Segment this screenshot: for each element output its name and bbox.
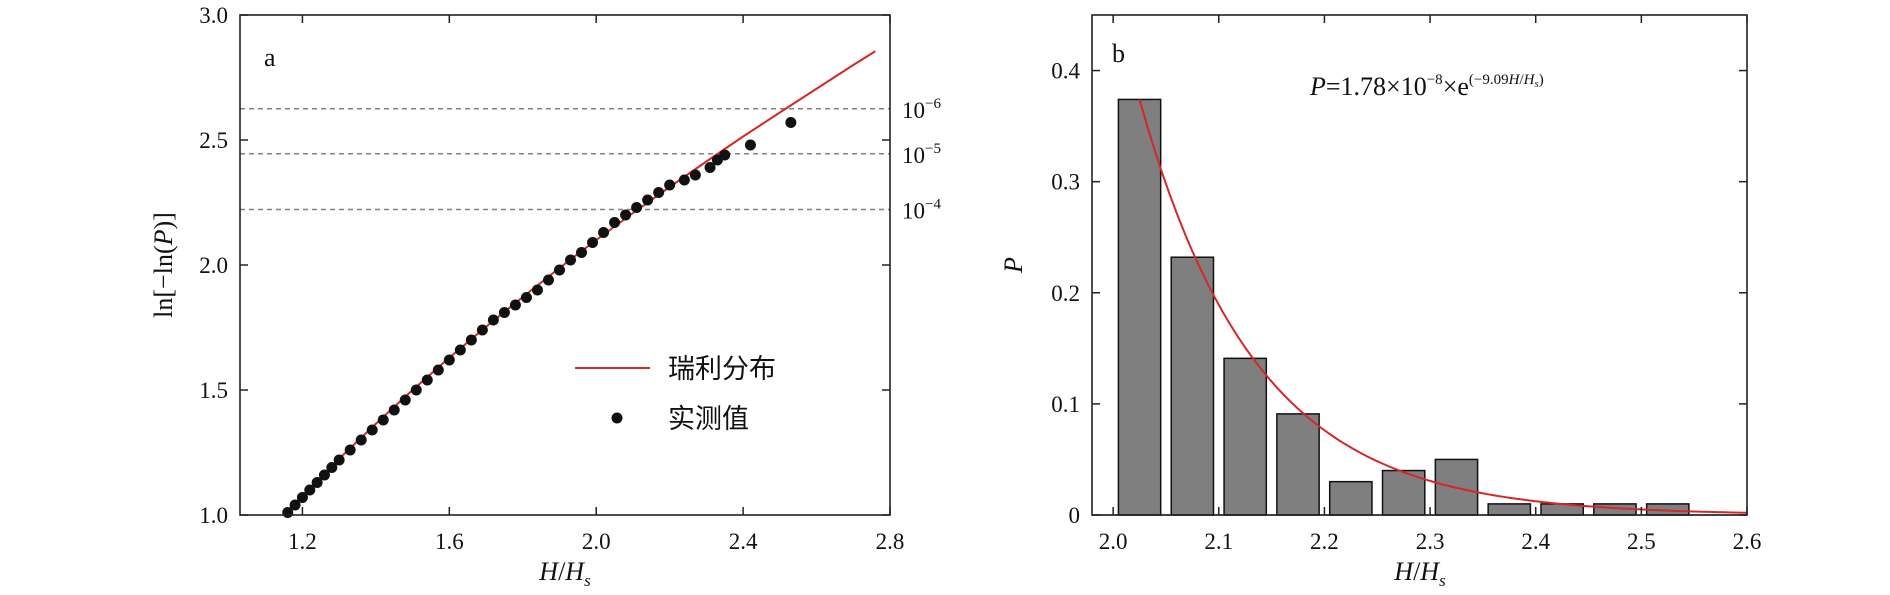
measured-point bbox=[487, 314, 499, 326]
panel-a-legend: 瑞利分布 实测值 bbox=[575, 354, 776, 435]
measured-point bbox=[296, 492, 308, 503]
panel-b-fit-equation: P=1.78×10−8×e(−9.09H/Hs) bbox=[1309, 72, 1544, 101]
x-tick-label: 1.6 bbox=[435, 529, 464, 554]
panel-a-reference-lines bbox=[240, 107, 890, 211]
x-tick-label: 2.8 bbox=[876, 529, 905, 554]
measured-point bbox=[553, 264, 565, 276]
panel-a-y-title: ln[−ln(P)] bbox=[149, 212, 178, 318]
measured-point bbox=[744, 139, 756, 151]
histogram-bar bbox=[1117, 98, 1162, 516]
x-tick-label: 2.6 bbox=[1733, 529, 1762, 554]
measured-point bbox=[465, 334, 477, 346]
x-tick-label: 2.3 bbox=[1416, 529, 1445, 554]
measured-point bbox=[454, 344, 466, 356]
x-tick-label: 2.2 bbox=[1310, 529, 1339, 554]
measured-point bbox=[785, 117, 797, 128]
panel-b-bars bbox=[1092, 98, 1747, 516]
y-tick-label: 2.0 bbox=[199, 253, 228, 278]
y-tick-label: 1.0 bbox=[199, 503, 228, 528]
measured-point bbox=[620, 209, 632, 221]
measured-point bbox=[333, 454, 345, 466]
measured-point bbox=[388, 404, 400, 416]
histogram-bar bbox=[1328, 480, 1373, 516]
panel-b-fit-curve bbox=[1138, 99, 1748, 514]
y-tick-label: 3.0 bbox=[199, 3, 228, 28]
panel-a: 1.2 1.6 2.0 2.4 2.81.01.52.02.53.0 10−610−51… bbox=[149, 3, 941, 590]
histogram-bar bbox=[1276, 413, 1320, 516]
x-tick-label: 2.5 bbox=[1627, 529, 1656, 554]
reference-label: 10−5 bbox=[902, 141, 941, 168]
panel-a-x-title: H/Hs bbox=[538, 557, 591, 590]
measured-point bbox=[366, 424, 378, 436]
measured-point bbox=[704, 162, 716, 173]
measured-point bbox=[609, 217, 621, 228]
y-tick-label: 0.3 bbox=[1051, 170, 1080, 195]
y-tick-label: 0 bbox=[1069, 503, 1081, 528]
y-tick-label: 0.1 bbox=[1051, 392, 1080, 417]
measured-point bbox=[304, 484, 316, 496]
measured-point bbox=[642, 194, 654, 206]
measured-point bbox=[326, 462, 338, 473]
measured-point bbox=[498, 307, 510, 318]
measured-point bbox=[678, 174, 690, 186]
measured-point bbox=[542, 274, 554, 286]
measured-point bbox=[432, 364, 444, 376]
panel-b-y-title: P bbox=[999, 257, 1028, 274]
reference-label: 10−4 bbox=[902, 197, 941, 224]
measured-point bbox=[289, 499, 301, 511]
measured-point bbox=[318, 469, 330, 481]
histogram-bar bbox=[1223, 357, 1268, 516]
panel-a-label: a bbox=[264, 43, 276, 72]
reference-label: 10−6 bbox=[902, 96, 941, 123]
histogram-bar bbox=[1170, 256, 1215, 516]
measured-point bbox=[399, 394, 411, 406]
panel-a-measured-points bbox=[282, 117, 797, 518]
panel-b-label: b bbox=[1112, 39, 1125, 68]
measured-point bbox=[377, 414, 389, 426]
measured-point bbox=[719, 149, 731, 161]
legend-label-measured: 实测值 bbox=[668, 404, 749, 435]
x-tick-label: 2.4 bbox=[729, 529, 758, 554]
panel-a-ticks: 1.2 1.6 2.0 2.4 2.8 1.0 1.5 2.0 2.5 3.0 bbox=[199, 3, 904, 554]
measured-point bbox=[410, 384, 422, 396]
measured-point bbox=[653, 187, 665, 198]
y-tick-label: 2.5 bbox=[199, 128, 228, 153]
legend-point-swatch bbox=[611, 412, 623, 424]
y-tick-label: 0.4 bbox=[1051, 59, 1080, 84]
measured-point bbox=[520, 292, 532, 303]
legend-label-fit: 瑞利分布 bbox=[668, 354, 776, 385]
measured-point bbox=[689, 169, 701, 181]
measured-point bbox=[344, 444, 356, 456]
panel-a-reference-labels: 10−6 10−5 10−4 bbox=[902, 96, 941, 224]
panel-b-frame bbox=[1091, 14, 1748, 516]
y-tick-label: 0.2 bbox=[1051, 281, 1080, 306]
measured-point bbox=[443, 354, 455, 366]
measured-point bbox=[509, 299, 521, 311]
x-tick-label: 2.4 bbox=[1521, 529, 1550, 554]
x-tick-label: 2.1 bbox=[1204, 529, 1233, 554]
x-tick-label: 2.0 bbox=[582, 529, 611, 554]
measured-point bbox=[421, 374, 433, 386]
measured-point bbox=[476, 324, 488, 336]
measured-point bbox=[664, 179, 676, 191]
measured-point bbox=[355, 434, 367, 446]
exponential-fit-line bbox=[1138, 99, 1748, 514]
measured-point bbox=[311, 477, 323, 488]
x-tick-label: 1.2 bbox=[288, 529, 317, 554]
panel-b-x-title: H/Hs bbox=[1393, 557, 1446, 590]
panel-b: 2.0 2.1 2.2 2.3 2.4 2.5 2.6 0 0.1 0.2 0.3 0.4 b P=1… bbox=[999, 14, 1761, 590]
measured-point bbox=[598, 227, 610, 238]
measured-point bbox=[576, 247, 588, 258]
histogram-bar bbox=[1487, 503, 1532, 516]
measured-point bbox=[587, 237, 599, 248]
y-tick-label: 1.5 bbox=[199, 378, 228, 403]
measured-point bbox=[531, 284, 543, 296]
panel-b-ticks: 2.0 2.1 2.2 2.3 2.4 2.5 2.6 0 0.1 0.2 0.3 0.4 bbox=[1051, 15, 1761, 554]
measured-point bbox=[631, 202, 643, 213]
measured-point bbox=[565, 254, 577, 266]
x-tick-label: 2.0 bbox=[1099, 529, 1128, 554]
